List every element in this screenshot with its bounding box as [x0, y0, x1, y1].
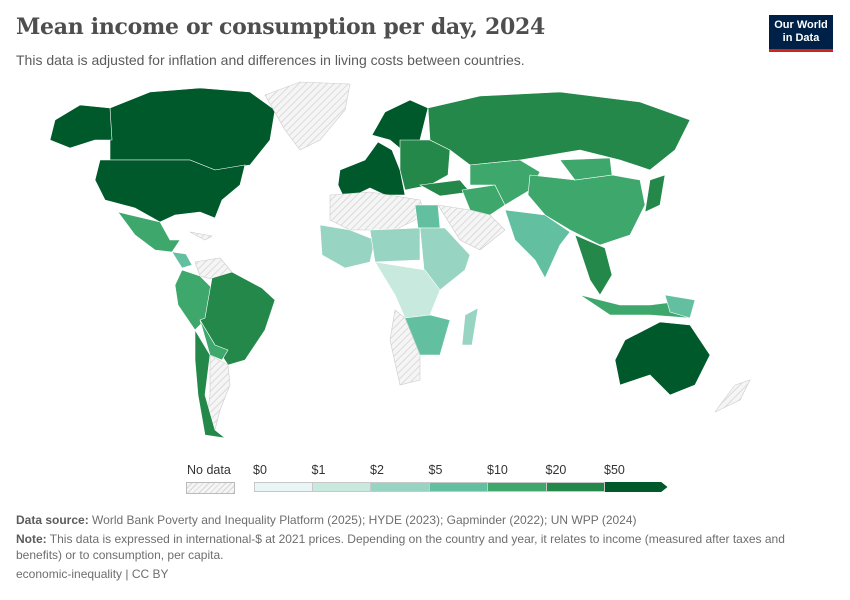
region-arabia[interactable]	[437, 204, 506, 251]
region-mongolia[interactable]	[559, 157, 613, 181]
legend-bin[interactable]	[546, 482, 605, 492]
region-scandinavia[interactable]	[371, 99, 429, 151]
region-australia[interactable]	[614, 321, 711, 396]
region-japan[interactable]	[644, 174, 666, 213]
legend-bin[interactable]	[429, 482, 488, 492]
world-map	[49, 81, 751, 439]
license[interactable]: economic-inequality | CC BY	[16, 567, 169, 581]
region-russia[interactable]	[427, 91, 691, 171]
legend-bin[interactable]	[371, 482, 430, 492]
legend-tick-label: $1	[311, 463, 326, 477]
legend-tick-label: $10	[487, 463, 508, 477]
region-greenland[interactable]	[264, 81, 351, 151]
region-sahel[interactable]	[369, 227, 421, 263]
footer: Data source: World Bank Poverty and Ineq…	[16, 512, 826, 585]
region-alaska[interactable]	[49, 104, 113, 149]
region-central-america[interactable]	[171, 251, 193, 269]
region-southeast-asia[interactable]	[574, 234, 613, 296]
region-western-europe[interactable]	[337, 141, 406, 201]
legend-tick-label: $2	[370, 463, 384, 477]
legend-tick-label: $0	[253, 463, 267, 477]
region-south-west-africa[interactable]	[389, 309, 421, 386]
region-chile[interactable]	[194, 328, 227, 439]
region-north-africa[interactable]	[329, 191, 426, 231]
legend-tick-label: $20	[545, 463, 567, 477]
legend: No data $0 $1 $2 $5 $10 $20 $50	[0, 455, 850, 500]
legend-tick-label: $5	[428, 463, 443, 477]
region-middle-east[interactable]	[461, 184, 506, 216]
region-madagascar[interactable]	[461, 307, 479, 346]
region-egypt[interactable]	[414, 204, 441, 229]
legend-tick-label: $50	[604, 463, 625, 477]
region-canada[interactable]	[109, 87, 276, 171]
legend-bin[interactable]	[488, 482, 547, 492]
legend-no-data-label: No data	[187, 463, 231, 477]
legend-bin[interactable]	[254, 482, 313, 492]
legend-bin[interactable]	[605, 482, 668, 492]
owid-logo[interactable]: Our World in Data	[769, 15, 833, 52]
region-argentina[interactable]	[204, 354, 231, 433]
region-new-zealand[interactable]	[714, 379, 751, 413]
region-united-states[interactable]	[94, 159, 246, 223]
region-colombia-peru[interactable]	[174, 269, 213, 331]
region-india[interactable]	[504, 209, 571, 279]
region-mexico[interactable]	[117, 211, 181, 253]
note: Note: This data is expressed in internat…	[16, 532, 785, 562]
region-west-africa[interactable]	[319, 224, 376, 269]
region-cuba[interactable]	[189, 231, 213, 241]
region-papua[interactable]	[664, 294, 696, 319]
legend-bin[interactable]	[312, 482, 371, 492]
region-central-asia[interactable]	[469, 159, 541, 206]
region-brazil[interactable]	[199, 271, 276, 366]
region-bolivia-paraguay[interactable]	[199, 319, 229, 361]
data-source: Data source: World Bank Poverty and Ineq…	[16, 513, 637, 527]
legend-no-data-swatch[interactable]	[186, 482, 235, 494]
chart-subtitle: This data is adjusted for inflation and …	[16, 52, 525, 68]
chart-title: Mean income or consumption per day, 2024	[16, 14, 545, 40]
